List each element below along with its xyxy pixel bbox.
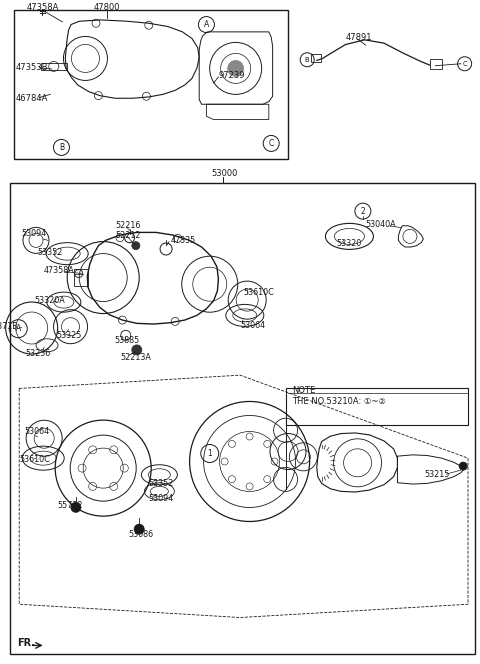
Text: 53371B: 53371B: [0, 322, 18, 331]
Text: 52216: 52216: [115, 221, 141, 230]
Text: A: A: [204, 20, 209, 29]
Bar: [14, 10, 288, 159]
Circle shape: [459, 462, 467, 470]
Text: 53320A: 53320A: [35, 295, 65, 305]
Text: THE NO.53210A: ①~②: THE NO.53210A: ①~②: [292, 397, 386, 406]
Text: 53094: 53094: [149, 494, 174, 503]
Text: 53086: 53086: [129, 530, 154, 539]
Text: 97239: 97239: [218, 70, 245, 80]
Text: 53000: 53000: [211, 169, 238, 179]
Text: 53610C: 53610C: [244, 288, 275, 297]
Text: 52213A: 52213A: [120, 353, 151, 362]
Text: 53610C: 53610C: [19, 455, 50, 464]
Circle shape: [134, 524, 144, 535]
Bar: [430, 59, 442, 69]
Text: 53094: 53094: [22, 229, 47, 238]
Text: C: C: [269, 139, 274, 148]
Circle shape: [132, 242, 140, 250]
Text: C: C: [462, 60, 467, 67]
Text: 47800: 47800: [94, 3, 120, 13]
Bar: [286, 388, 468, 425]
Text: 53064: 53064: [240, 321, 265, 330]
Text: 47353B: 47353B: [15, 62, 48, 72]
Text: 46784A: 46784A: [15, 94, 48, 103]
Text: 53320: 53320: [336, 239, 361, 248]
Text: 47335: 47335: [170, 236, 196, 245]
Bar: [311, 54, 321, 62]
Text: 53215: 53215: [425, 470, 450, 479]
Text: 1: 1: [207, 449, 212, 458]
Circle shape: [228, 60, 244, 76]
Text: NOTE: NOTE: [292, 386, 315, 395]
Text: B: B: [59, 143, 64, 152]
Circle shape: [132, 345, 142, 355]
Text: 52212: 52212: [115, 231, 141, 240]
Text: A: A: [16, 324, 21, 333]
Text: 47891: 47891: [346, 33, 372, 42]
Text: 53352: 53352: [37, 248, 63, 257]
Text: 53885: 53885: [114, 336, 140, 345]
Text: 53040A: 53040A: [366, 220, 396, 229]
Text: 55732: 55732: [58, 501, 83, 511]
Text: 53064: 53064: [24, 427, 49, 436]
Bar: [10, 183, 475, 654]
Text: FR.: FR.: [17, 637, 35, 648]
Text: 53325: 53325: [57, 331, 82, 340]
Text: B: B: [305, 56, 310, 63]
Text: 53352: 53352: [149, 479, 174, 488]
Text: 2: 2: [360, 207, 365, 216]
Text: 47358A: 47358A: [43, 266, 74, 276]
Text: 53236: 53236: [25, 349, 50, 358]
Circle shape: [71, 502, 81, 513]
Text: 47358A: 47358A: [26, 3, 59, 13]
